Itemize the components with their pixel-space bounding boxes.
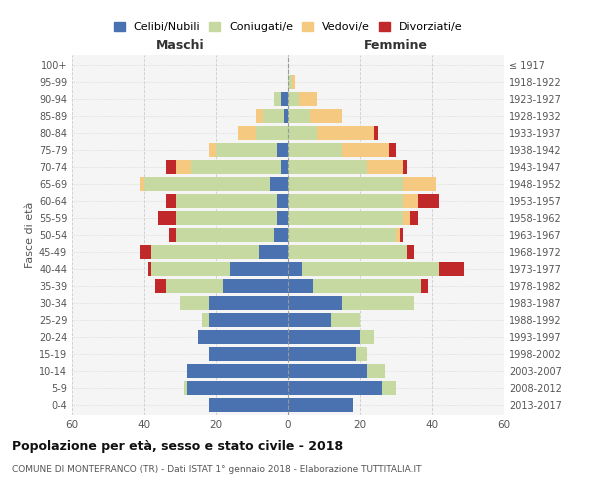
Bar	[263, 110, 284, 123]
Bar	[166, 279, 223, 292]
Bar	[256, 126, 288, 140]
Bar	[187, 381, 288, 394]
Bar	[288, 296, 342, 310]
Bar	[281, 92, 288, 106]
Bar	[158, 211, 176, 225]
Bar	[169, 228, 176, 242]
Bar	[356, 347, 367, 360]
Bar	[180, 296, 209, 310]
Bar	[140, 178, 144, 191]
Bar	[148, 262, 151, 276]
Bar	[288, 228, 396, 242]
Bar	[288, 347, 356, 360]
Bar	[288, 262, 302, 276]
Bar	[176, 194, 277, 208]
Bar	[288, 126, 317, 140]
Bar	[439, 262, 464, 276]
Bar	[374, 126, 378, 140]
Bar	[209, 398, 288, 411]
Bar	[288, 194, 403, 208]
Bar	[277, 194, 288, 208]
Bar	[151, 245, 259, 259]
Bar	[176, 228, 274, 242]
Bar	[299, 92, 317, 106]
Bar	[403, 211, 410, 225]
Bar	[216, 144, 277, 157]
Bar	[288, 381, 382, 394]
Bar	[403, 178, 436, 191]
Text: Maschi: Maschi	[155, 38, 205, 52]
Bar	[403, 194, 418, 208]
Bar	[140, 245, 151, 259]
Text: Femmine: Femmine	[364, 38, 428, 52]
Bar	[238, 126, 256, 140]
Bar	[292, 76, 295, 89]
Bar	[288, 144, 342, 157]
Bar	[360, 330, 374, 344]
Bar	[310, 110, 342, 123]
Bar	[198, 330, 288, 344]
Bar	[367, 364, 385, 378]
Bar	[187, 364, 288, 378]
Bar	[284, 110, 288, 123]
Bar	[331, 313, 360, 326]
Bar	[288, 160, 367, 174]
Bar	[176, 211, 277, 225]
Bar	[288, 92, 299, 106]
Text: Popolazione per età, sesso e stato civile - 2018: Popolazione per età, sesso e stato civil…	[12, 440, 343, 453]
Bar	[274, 228, 288, 242]
Bar	[184, 381, 187, 394]
Bar	[288, 245, 407, 259]
Bar	[256, 110, 263, 123]
Bar	[418, 194, 439, 208]
Bar	[400, 228, 403, 242]
Bar	[209, 296, 288, 310]
Bar	[288, 330, 360, 344]
Bar	[288, 398, 353, 411]
Bar	[288, 211, 403, 225]
Bar	[176, 160, 191, 174]
Bar	[270, 178, 288, 191]
Bar	[144, 178, 270, 191]
Bar	[342, 144, 389, 157]
Bar	[277, 211, 288, 225]
Text: COMUNE DI MONTEFRANCO (TR) - Dati ISTAT 1° gennaio 2018 - Elaborazione TUTTITALI: COMUNE DI MONTEFRANCO (TR) - Dati ISTAT …	[12, 465, 421, 474]
Bar	[389, 144, 396, 157]
Bar	[382, 381, 396, 394]
Bar	[302, 262, 439, 276]
Bar	[313, 279, 421, 292]
Bar	[166, 160, 176, 174]
Bar	[281, 160, 288, 174]
Bar	[317, 126, 374, 140]
Bar	[155, 279, 166, 292]
Bar	[288, 76, 292, 89]
Bar	[202, 313, 209, 326]
Bar	[191, 160, 281, 174]
Bar	[166, 194, 176, 208]
Bar	[209, 313, 288, 326]
Y-axis label: Fasce di età: Fasce di età	[25, 202, 35, 268]
Bar	[277, 144, 288, 157]
Bar	[223, 279, 288, 292]
Bar	[288, 178, 403, 191]
Legend: Celibi/Nubili, Coniugati/e, Vedovi/e, Divorziati/e: Celibi/Nubili, Coniugati/e, Vedovi/e, Di…	[109, 18, 467, 36]
Bar	[259, 245, 288, 259]
Bar	[209, 347, 288, 360]
Bar	[421, 279, 428, 292]
Bar	[274, 92, 281, 106]
Bar	[230, 262, 288, 276]
Bar	[288, 364, 367, 378]
Bar	[403, 160, 407, 174]
Bar	[288, 279, 313, 292]
Bar	[288, 313, 331, 326]
Bar	[342, 296, 414, 310]
Bar	[209, 144, 216, 157]
Bar	[396, 228, 400, 242]
Bar	[410, 211, 418, 225]
Bar	[288, 110, 310, 123]
Bar	[367, 160, 403, 174]
Bar	[407, 245, 414, 259]
Bar	[151, 262, 230, 276]
